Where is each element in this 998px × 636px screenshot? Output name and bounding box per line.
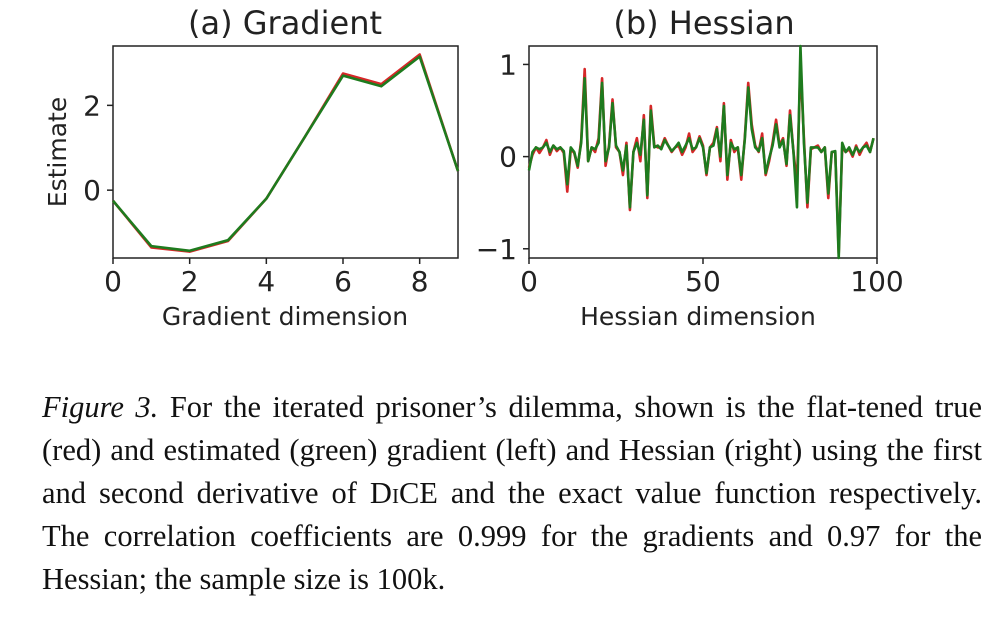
gradient-line-true: [111, 53, 460, 253]
gradient-y-tick-label: 2: [83, 89, 101, 122]
hessian-line-estimated: [527, 44, 875, 260]
hessian-title: (b) Hessian: [613, 4, 794, 42]
caption-lead: Figure 3.: [42, 390, 159, 424]
hessian-line-true: [527, 63, 875, 255]
hessian-y-tick-label: −1: [476, 233, 517, 266]
gradient-x-tick-label: 8: [411, 265, 429, 298]
hessian-ticks: 0 50 100−101: [476, 48, 904, 298]
gradient-x-tick-label: 0: [104, 265, 122, 298]
hessian-x-tick-label: 100: [850, 265, 903, 298]
gradient-plot-frame: [112, 45, 459, 259]
gradient-x-tick-label: 4: [257, 265, 275, 298]
hessian-x-axis-label: Hessian dimension: [580, 302, 816, 331]
gradient-y-tick-label: 0: [83, 174, 101, 207]
gradient-panel: (a) Gradient 0 2 4 6 802 Gradient dimension …: [43, 4, 460, 331]
gradient-ticks: 0 2 4 6 8 0 2: [83, 89, 428, 298]
gradient-x-tick-label: 2: [181, 265, 199, 298]
gradient-series: [111, 53, 460, 253]
gradient-y-axis-label: Estimate: [43, 97, 72, 207]
hessian-y-tick-label: 0: [499, 141, 517, 174]
hessian-x-tick-label: 0: [520, 265, 538, 298]
gradient-line-estimated: [112, 55, 460, 253]
hessian-y-tick-label: 1: [499, 48, 517, 81]
hessian-x-tick-label: 50: [685, 265, 721, 298]
gradient-x-tick-label: 6: [334, 265, 352, 298]
caption-text-after: and the exact value function respectivel…: [42, 476, 982, 596]
hessian-series: [527, 44, 875, 260]
caption-text-before: For the iterated prisoner’s dilemma, sho…: [42, 390, 982, 510]
caption-method-name: DiCE: [369, 476, 438, 510]
gradient-x-axis-label: Gradient dimension: [162, 302, 408, 331]
gradient-title: (a) Gradient: [188, 4, 382, 42]
figure-caption: Figure 3. For the iterated prisoner’s di…: [42, 386, 982, 601]
hessian-panel: (b) Hessian 0 50 100−101 Hessian dimension: [476, 4, 904, 331]
